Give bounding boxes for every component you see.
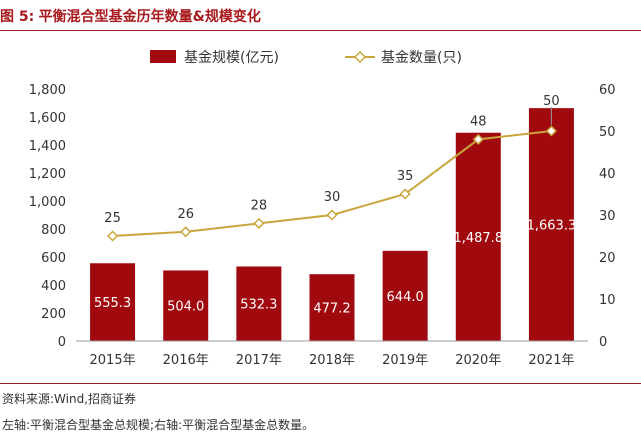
line-value-label: 50: [543, 94, 560, 109]
left-tick-label: 800: [41, 223, 66, 238]
left-axis: 0 200 400 600 800 1,000 1,200 1,400 1,600 1,800: [29, 83, 66, 350]
legend-marker-line: [353, 50, 367, 64]
line-marker: [545, 125, 557, 137]
legend-label-line: 基金数量(只): [381, 49, 462, 66]
legend-swatch-bar: [150, 50, 176, 63]
combo-chart: 基金规模(亿元) 基金数量(只) 02004006008001,0001,2001…: [29, 49, 616, 368]
bar: [90, 263, 136, 341]
line-value-label: 28: [251, 198, 268, 213]
line-value-label: 30: [324, 190, 341, 205]
source-note: 资料来源:Wind,招商证券: [2, 392, 137, 406]
right-tick-label: 60: [599, 83, 616, 98]
bar: [528, 108, 574, 341]
left-tick-label: 1,800: [29, 83, 66, 98]
line-value-label: 26: [177, 207, 194, 222]
left-tick-label: 1,600: [29, 111, 66, 126]
bar: [163, 270, 209, 341]
bar-value-label: 555.3: [94, 296, 131, 311]
x-tick-label: 2020年: [455, 353, 501, 368]
line-value-label: 35: [397, 169, 414, 184]
x-tick-label: 2015年: [90, 353, 136, 368]
right-tick-label: 0: [599, 335, 607, 350]
right-tick-label: 20: [599, 251, 616, 266]
bar: [455, 132, 501, 341]
figure-number: 图 5:: [0, 9, 35, 25]
line-marker: [107, 230, 119, 242]
line-value-label: 48: [470, 114, 487, 129]
bottom-rule: [0, 383, 641, 384]
bar-value-label: 504.0: [167, 300, 204, 315]
right-tick-label: 40: [599, 167, 616, 182]
right-tick-label: 30: [599, 209, 616, 224]
x-tick-label: 2016年: [163, 353, 209, 368]
left-tick-label: 0: [58, 335, 66, 350]
left-tick-label: 200: [41, 307, 66, 322]
x-axis: 2015年 2016年 2017年 2018年 2019年 2020年 2021年: [76, 340, 588, 368]
bar-value-label: 644.0: [387, 290, 424, 305]
bar: [236, 266, 282, 341]
legend: 基金规模(亿元) 基金数量(只): [150, 49, 462, 66]
line-marker: [253, 217, 265, 229]
left-tick-label: 1,400: [29, 139, 66, 154]
bar-value-label: 532.3: [240, 298, 277, 313]
right-axis: 0 10 20 30 40 50 60: [599, 83, 616, 350]
x-tick-label: 2018年: [309, 353, 355, 368]
line-marker: [399, 188, 411, 200]
right-tick-label: 10: [599, 293, 616, 308]
axis-note: 左轴:平衡混合型基金总规模;右轴:平衡混合型基金总数量。: [2, 418, 315, 432]
bar-value-label: 477.2: [313, 302, 350, 317]
line-value-label: 25: [104, 211, 121, 226]
bar-value-label: 1,663.3: [527, 219, 577, 234]
left-tick-label: 400: [41, 279, 66, 294]
top-rule: [0, 30, 641, 31]
x-tick-label: 2021年: [528, 353, 574, 368]
left-tick-label: 1,200: [29, 167, 66, 182]
line-marker: [326, 209, 338, 221]
figure-title: 平衡混合型基金历年数量&规模变化: [38, 9, 261, 25]
left-tick-label: 1,000: [29, 195, 66, 210]
bar: [309, 274, 355, 341]
bar: [382, 250, 428, 341]
x-tick-label: 2017年: [236, 353, 282, 368]
legend-label-bar: 基金规模(亿元): [184, 49, 279, 66]
right-tick-label: 50: [599, 125, 616, 140]
x-tick-label: 2019年: [382, 353, 428, 368]
line-series: 25 26 28 30 35 48 50: [104, 94, 560, 242]
bar-value-label: 1,487.8: [453, 231, 503, 246]
figure-caption: 图 5: 平衡混合型基金历年数量&规模变化: [0, 6, 261, 26]
line-marker: [180, 226, 192, 238]
line-marker: [472, 133, 484, 145]
bar-series: 555.3 504.0 532.3 477.2 644.0 1,487.8 1,663.3: [90, 108, 576, 341]
left-tick-label: 600: [41, 251, 66, 266]
